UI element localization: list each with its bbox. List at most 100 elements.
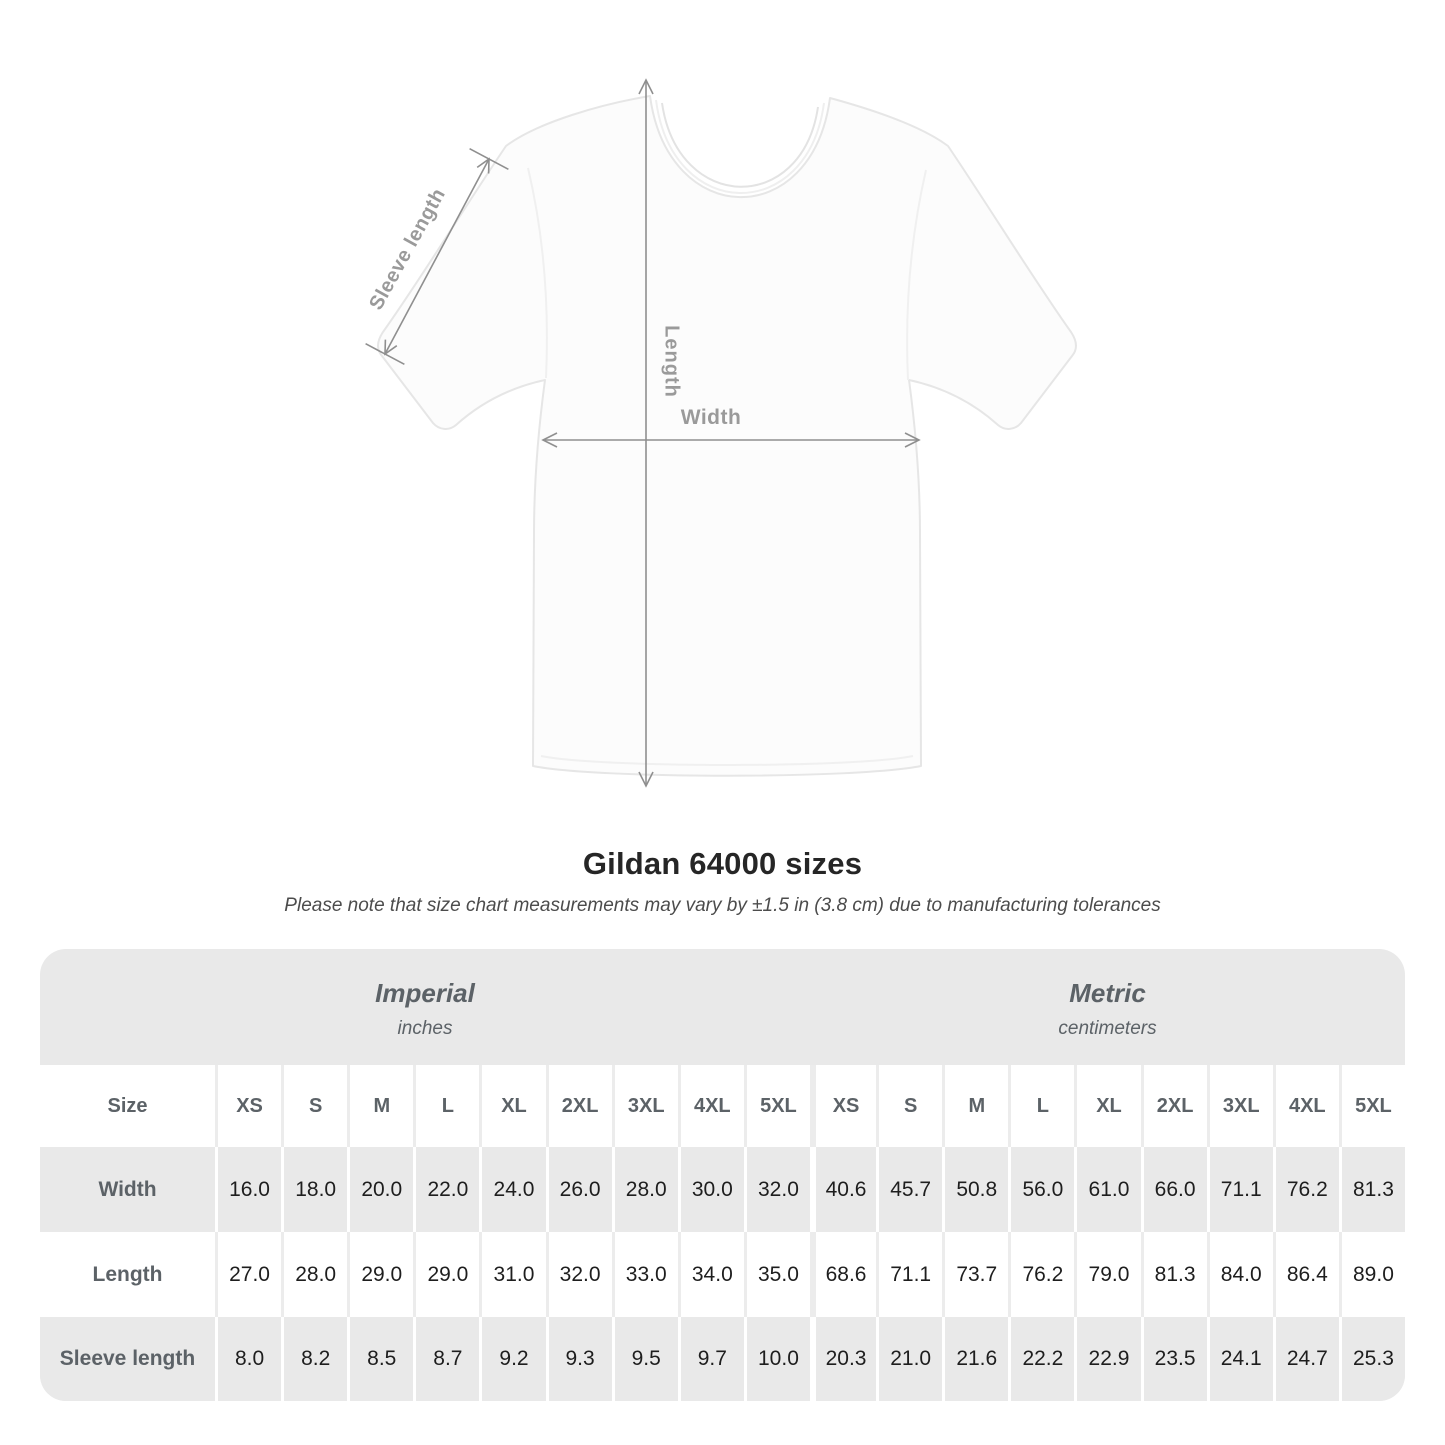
value-cell: 16.0 <box>215 1147 282 1232</box>
value-cell: 32.0 <box>743 1147 810 1232</box>
value-cell: 84.0 <box>1206 1232 1273 1317</box>
imperial-label: Imperial <box>375 978 475 1008</box>
value-cell: 9.5 <box>611 1317 678 1401</box>
value-cell: 31.0 <box>479 1232 546 1317</box>
size-header-cell: XL <box>1074 1065 1141 1147</box>
size-header-cell: 3XL <box>1206 1065 1273 1147</box>
value-cell: 21.0 <box>876 1317 943 1401</box>
value-cell: 9.3 <box>545 1317 612 1401</box>
value-cell: 40.6 <box>810 1147 877 1232</box>
size-header-cell: XS <box>810 1065 877 1147</box>
sleeve-dimension-line <box>365 147 509 366</box>
size-header-cell: 4XL <box>677 1065 744 1147</box>
value-cell: 9.2 <box>479 1317 546 1401</box>
value-cell: 27.0 <box>215 1232 282 1317</box>
sleeve-length-row: Sleeve length 8.0 8.2 8.5 8.7 9.2 9.3 9.… <box>40 1317 1405 1401</box>
size-header-cell: S <box>876 1065 943 1147</box>
value-cell: 24.1 <box>1206 1317 1273 1401</box>
value-cell: 18.0 <box>281 1147 348 1232</box>
value-cell: 8.7 <box>413 1317 480 1401</box>
value-cell: 71.1 <box>1206 1147 1273 1232</box>
value-cell: 89.0 <box>1338 1232 1405 1317</box>
row-label: Sleeve length <box>40 1317 215 1401</box>
value-cell: 24.7 <box>1272 1317 1339 1401</box>
value-cell: 71.1 <box>876 1232 943 1317</box>
metric-label: Metric <box>1069 978 1146 1008</box>
value-cell: 33.0 <box>611 1232 678 1317</box>
size-header-cell: XS <box>215 1065 282 1147</box>
value-cell: 26.0 <box>545 1147 612 1232</box>
row-label: Length <box>40 1232 215 1317</box>
value-cell: 35.0 <box>743 1232 810 1317</box>
imperial-unit-label: inches <box>397 1018 453 1039</box>
value-cell: 30.0 <box>677 1147 744 1232</box>
tshirt-body <box>377 95 1077 777</box>
value-cell: 28.0 <box>611 1147 678 1232</box>
seam-right-sleeve <box>906 169 927 381</box>
value-cell: 61.0 <box>1074 1147 1141 1232</box>
size-header-cell: 5XL <box>743 1065 810 1147</box>
value-cell: 8.2 <box>281 1317 348 1401</box>
size-header-cell: 2XL <box>545 1065 612 1147</box>
value-cell: 45.7 <box>876 1147 943 1232</box>
value-cell: 29.0 <box>413 1232 480 1317</box>
value-cell: 76.2 <box>1008 1232 1075 1317</box>
size-header-cell: M <box>347 1065 414 1147</box>
value-cell: 68.6 <box>810 1232 877 1317</box>
value-cell: 73.7 <box>942 1232 1009 1317</box>
value-cell: 34.0 <box>677 1232 744 1317</box>
unit-section-headers: Imperial inches Metric centimeters <box>40 949 1405 1065</box>
value-cell: 79.0 <box>1074 1232 1141 1317</box>
value-cell: 81.3 <box>1140 1232 1207 1317</box>
width-label: Width <box>680 406 742 429</box>
value-cell: 66.0 <box>1140 1147 1207 1232</box>
value-cell: 8.0 <box>215 1317 282 1401</box>
value-cell: 76.2 <box>1272 1147 1339 1232</box>
value-cell: 9.7 <box>677 1317 744 1401</box>
size-header-cell: 3XL <box>611 1065 678 1147</box>
value-cell: 29.0 <box>347 1232 414 1317</box>
value-cell: 20.3 <box>810 1317 877 1401</box>
tolerance-note: Please note that size chart measurements… <box>284 895 1161 916</box>
value-cell: 22.0 <box>413 1147 480 1232</box>
seam-hem <box>540 755 914 766</box>
value-cell: 21.6 <box>942 1317 1009 1401</box>
size-header-row: Size XS S M L XL 2XL 3XL 4XL 5XL XS S M … <box>40 1065 1405 1147</box>
metric-unit-label: centimeters <box>1058 1018 1157 1039</box>
size-header-cell: S <box>281 1065 348 1147</box>
value-cell: 22.2 <box>1008 1317 1075 1401</box>
size-header-cell: L <box>1008 1065 1075 1147</box>
tshirt-illustration <box>365 78 1077 788</box>
value-cell: 28.0 <box>281 1232 348 1317</box>
width-row: Width 16.0 18.0 20.0 22.0 24.0 26.0 28.0… <box>40 1147 1405 1232</box>
seam-left-sleeve <box>527 167 548 379</box>
size-table-card: Imperial inches Metric centimeters Size … <box>40 949 1405 1401</box>
tshirt-diagram: Sleeve length Length Width <box>365 78 1077 788</box>
width-dimension-line <box>541 432 921 448</box>
value-cell: 50.8 <box>942 1147 1009 1232</box>
value-cell: 32.0 <box>545 1232 612 1317</box>
imperial-section-header: Imperial inches <box>40 949 810 1065</box>
value-cell: 8.5 <box>347 1317 414 1401</box>
value-cell: 10.0 <box>743 1317 810 1401</box>
size-header-cell: M <box>942 1065 1009 1147</box>
size-col-header: Size <box>40 1065 215 1147</box>
value-cell: 20.0 <box>347 1147 414 1232</box>
size-header-cell: L <box>413 1065 480 1147</box>
metric-section-header: Metric centimeters <box>810 949 1405 1065</box>
value-cell: 24.0 <box>479 1147 546 1232</box>
page-title: Gildan 64000 sizes <box>582 846 863 881</box>
value-cell: 56.0 <box>1008 1147 1075 1232</box>
row-label: Width <box>40 1147 215 1232</box>
collar-band <box>661 102 819 188</box>
collar-stitch <box>655 99 825 194</box>
value-cell: 81.3 <box>1338 1147 1405 1232</box>
value-cell: 86.4 <box>1272 1232 1339 1317</box>
value-cell: 25.3 <box>1338 1317 1405 1401</box>
size-header-cell: XL <box>479 1065 546 1147</box>
length-row: Length 27.0 28.0 29.0 29.0 31.0 32.0 33.… <box>40 1232 1405 1317</box>
length-dimension-line <box>638 78 654 788</box>
size-header-cell: 2XL <box>1140 1065 1207 1147</box>
size-header-cell: 4XL <box>1272 1065 1339 1147</box>
